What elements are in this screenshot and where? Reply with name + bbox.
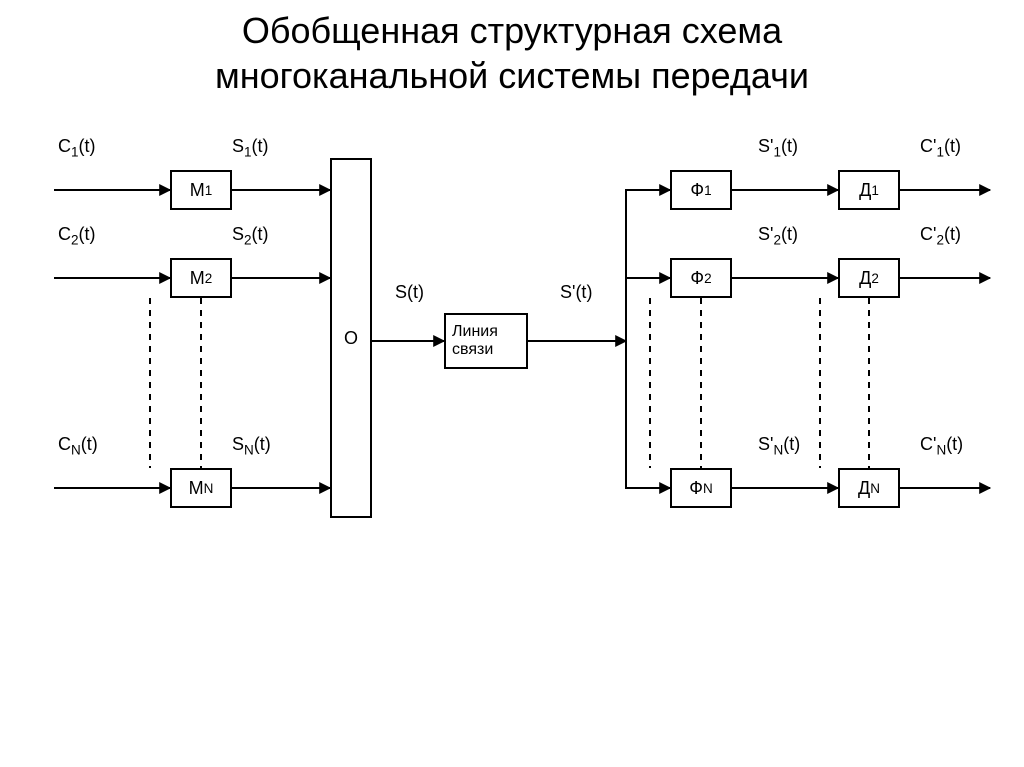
label-Sp: S'(t)	[560, 282, 592, 303]
box-F1: Ф1	[670, 170, 732, 210]
title-line-2: многоканальной системы передачи	[215, 55, 809, 96]
box-O: О	[330, 158, 372, 518]
title-line-1: Обобщенная структурная схема	[242, 10, 782, 51]
box-F2: Ф2	[670, 258, 732, 298]
box-Line: Линиясвязи	[444, 313, 528, 369]
box-M2: М2	[170, 258, 232, 298]
label-Sp2: S'2(t)	[758, 224, 798, 248]
box-D2: Д2	[838, 258, 900, 298]
box-FN: ФN	[670, 468, 732, 508]
label-C2: С2(t)	[58, 224, 96, 248]
label-S: S(t)	[395, 282, 424, 303]
label-C1: С1(t)	[58, 136, 96, 160]
label-SN: SN(t)	[232, 434, 271, 458]
box-D1: Д1	[838, 170, 900, 210]
label-CN: СN(t)	[58, 434, 98, 458]
diagram-canvas: М1 М2 МN О Линиясвязи Ф1 Ф2 ФN Д1 Д2 ДN С1(t) С2(t) С…	[0, 98, 1024, 718]
box-DN: ДN	[838, 468, 900, 508]
label-SpN: S'N(t)	[758, 434, 800, 458]
page-title: Обобщенная структурная схема многоканаль…	[0, 0, 1024, 98]
label-CpN: С'N(t)	[920, 434, 963, 458]
box-M1: М1	[170, 170, 232, 210]
label-S2: S2(t)	[232, 224, 269, 248]
label-Sp1: S'1(t)	[758, 136, 798, 160]
label-S1: S1(t)	[232, 136, 269, 160]
label-Cp2: С'2(t)	[920, 224, 961, 248]
label-Cp1: С'1(t)	[920, 136, 961, 160]
box-MN: МN	[170, 468, 232, 508]
